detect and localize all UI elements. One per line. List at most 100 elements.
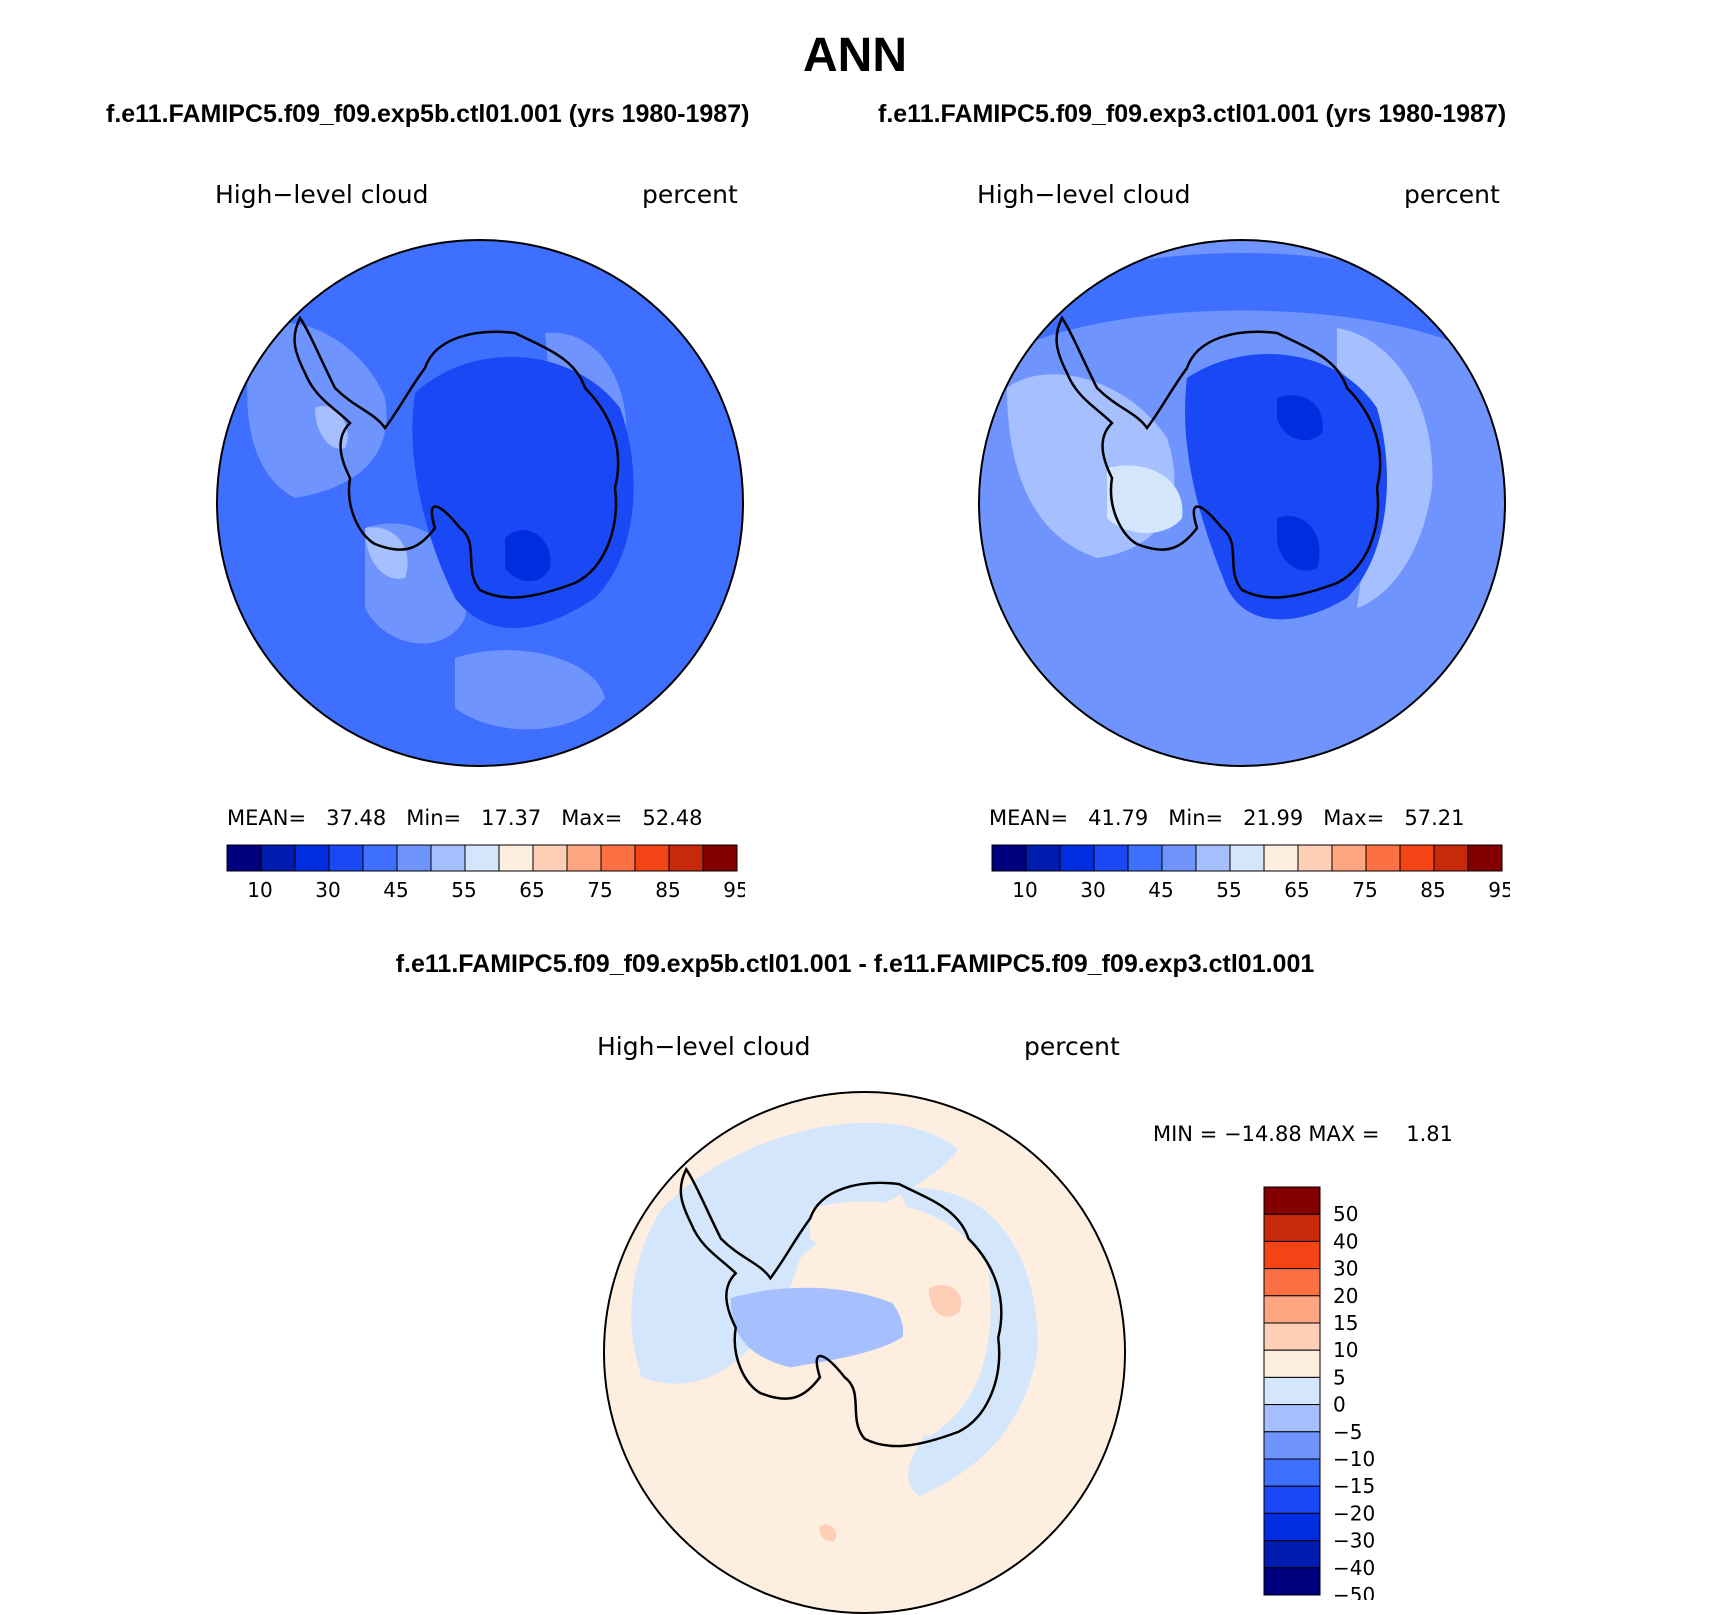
diff-colorbar-tick-label: −20 bbox=[1333, 1501, 1375, 1525]
panel2-colorbar-swatch bbox=[1127, 844, 1163, 872]
panel2-fill-ross-shelf bbox=[1107, 465, 1183, 533]
panel2-map bbox=[978, 239, 1506, 767]
panel1-colorbar-swatch bbox=[702, 844, 738, 872]
difference-title: f.e11.FAMIPC5.f09_f09.exp5b.ctl01.001 - … bbox=[395, 950, 1315, 978]
panel2-fill-east-ant bbox=[1185, 354, 1387, 620]
panel1-colorbar-swatch bbox=[634, 844, 670, 872]
diff-colorbar-swatch bbox=[1263, 1431, 1321, 1460]
panel1-min-value: 17.37 bbox=[481, 806, 542, 830]
panel2-colorbar-tick-label: 75 bbox=[1352, 878, 1377, 902]
diff-fill-positive-a bbox=[928, 1284, 962, 1317]
panel2-colorbar-tick-label: 45 bbox=[1148, 878, 1173, 902]
panel2-colorbar-tick-label: 30 bbox=[1080, 878, 1105, 902]
panel2-colorbar-swatch bbox=[991, 844, 1027, 872]
panel2-fill-dome-b bbox=[1277, 516, 1320, 571]
panel2-colorbar-tick-label: 65 bbox=[1284, 878, 1309, 902]
panel1-colorbar-swatch bbox=[464, 844, 500, 872]
panel1-colorbar-tick-label: 30 bbox=[315, 878, 340, 902]
panel1-colorbar-tick-label: 85 bbox=[655, 878, 680, 902]
panel2-colorbar-tick-label: 10 bbox=[1012, 878, 1037, 902]
panel1-colorbar-swatch bbox=[396, 844, 432, 872]
panel2-colorbar-swatch bbox=[1195, 844, 1231, 872]
panel2-fill-north-arc bbox=[1017, 253, 1467, 348]
panel1-coastline bbox=[293, 315, 620, 599]
panel1-colorbar-tick-label: 95 bbox=[723, 878, 745, 902]
diff-fill-indian bbox=[899, 1188, 1038, 1497]
panel2-stats: MEAN= 41.79 Min= 21.99 Max= 57.21 bbox=[989, 806, 1464, 830]
diff-colorbar-swatch bbox=[1263, 1404, 1321, 1433]
diff-fill-pacific bbox=[631, 1122, 959, 1384]
diff-colorbar-tick-label: −15 bbox=[1333, 1474, 1375, 1498]
diff-colorbar-tick-label: 10 bbox=[1333, 1338, 1358, 1362]
panel1-stats: MEAN= 37.48 Min= 17.37 Max= 52.48 bbox=[227, 806, 702, 830]
diff-colorbar-swatch bbox=[1263, 1186, 1321, 1215]
panel1-mean-label: MEAN= bbox=[227, 806, 307, 830]
panel1-fill-east-ant bbox=[412, 356, 634, 628]
panel2-max-value: 57.21 bbox=[1404, 806, 1465, 830]
diff-stats: MIN = −14.88 MAX = 1.81 bbox=[1153, 1122, 1453, 1146]
diff-colorbar-tick-label: 15 bbox=[1333, 1311, 1358, 1335]
panel1-min-label: Min= bbox=[406, 806, 462, 830]
diff-min-value: −14.88 bbox=[1223, 1122, 1302, 1146]
panel1-fill-dome bbox=[505, 529, 551, 582]
panel2-colorbar-swatch bbox=[1093, 844, 1129, 872]
panel2-colorbar-swatch bbox=[1365, 844, 1401, 872]
panel1-map bbox=[216, 239, 744, 767]
panel2-units-label: percent bbox=[1404, 180, 1500, 209]
panel1-max-label: Max= bbox=[561, 806, 623, 830]
panel1-colorbar-swatch bbox=[362, 844, 398, 872]
diff-colorbar-tick-label: −30 bbox=[1333, 1529, 1375, 1553]
diff-colorbar-swatch bbox=[1263, 1512, 1321, 1542]
panel2-mean-label: MEAN= bbox=[989, 806, 1069, 830]
diff-fill-ross bbox=[730, 1287, 919, 1368]
panel2-max-label: Max= bbox=[1323, 806, 1385, 830]
diff-colorbar-tick-label: −50 bbox=[1333, 1583, 1375, 1600]
panel1-max-value: 52.48 bbox=[642, 806, 703, 830]
diff-max-value: 1.81 bbox=[1406, 1122, 1454, 1146]
panel1-fill-peninsula bbox=[315, 406, 348, 449]
panel1-colorbar-swatch bbox=[600, 844, 636, 872]
diff-units-label: percent bbox=[1024, 1032, 1120, 1061]
panel2-colorbar-swatch bbox=[1331, 844, 1367, 872]
panel1-colorbar-swatch bbox=[430, 844, 466, 872]
panel2-min-value: 21.99 bbox=[1243, 806, 1304, 830]
panel1-units-label: percent bbox=[642, 180, 738, 209]
diff-colorbar-swatch bbox=[1263, 1540, 1321, 1569]
panel1-colorbar: 10 30 45 55 65 75 85 95 bbox=[226, 844, 745, 902]
panel1-colorbar-swatch bbox=[294, 844, 330, 872]
panel2-colorbar: 10 30 45 55 65 75 85 95 bbox=[991, 844, 1510, 902]
difference-map bbox=[602, 1090, 1127, 1615]
panel1-colorbar-swatch bbox=[498, 844, 534, 872]
panel1-colorbar-swatch bbox=[328, 844, 364, 872]
panel1-colorbar-tick-label: 10 bbox=[247, 878, 272, 902]
diff-fill-positive-b bbox=[641, 1535, 673, 1586]
diff-colorbar-tick-label: 50 bbox=[1333, 1202, 1358, 1226]
panel2-colorbar-swatch bbox=[1025, 844, 1061, 872]
diff-colorbar-tick-label: 30 bbox=[1333, 1257, 1358, 1281]
diff-colorbar-swatch bbox=[1263, 1295, 1321, 1324]
diff-max-label: MAX = bbox=[1308, 1122, 1380, 1146]
diff-colorbar-tick-label: 0 bbox=[1333, 1393, 1346, 1417]
panel2-colorbar-swatch bbox=[1059, 844, 1095, 872]
panel2-mean-value: 41.79 bbox=[1088, 806, 1149, 830]
panel1-mean-value: 37.48 bbox=[326, 806, 387, 830]
diff-colorbar-swatch bbox=[1263, 1240, 1321, 1270]
panel1-colorbar-swatch bbox=[668, 844, 704, 872]
diff-variable-label: High−level cloud bbox=[597, 1032, 811, 1061]
panel2-colorbar-swatch bbox=[1433, 844, 1469, 872]
panel2-colorbar-tick-label: 55 bbox=[1216, 878, 1241, 902]
diff-min-label: MIN = bbox=[1153, 1122, 1218, 1146]
diff-colorbar-tick-label: 20 bbox=[1333, 1284, 1358, 1308]
panel2-variable-label: High−level cloud bbox=[977, 180, 1191, 209]
diff-coastline bbox=[679, 1166, 1003, 1448]
panel2-colorbar-swatch bbox=[1467, 844, 1503, 872]
panel2-colorbar-tick-label: 85 bbox=[1420, 878, 1445, 902]
panel1-colorbar-swatch bbox=[532, 844, 568, 872]
diff-colorbar-swatch bbox=[1263, 1322, 1321, 1351]
figure-title: ANN bbox=[803, 29, 907, 82]
diff-colorbar-swatch bbox=[1263, 1268, 1321, 1297]
panel1-colorbar-tick-label: 55 bbox=[451, 878, 476, 902]
panel1-colorbar-tick-label: 75 bbox=[587, 878, 612, 902]
diff-colorbar-tick-label: −10 bbox=[1333, 1447, 1375, 1471]
